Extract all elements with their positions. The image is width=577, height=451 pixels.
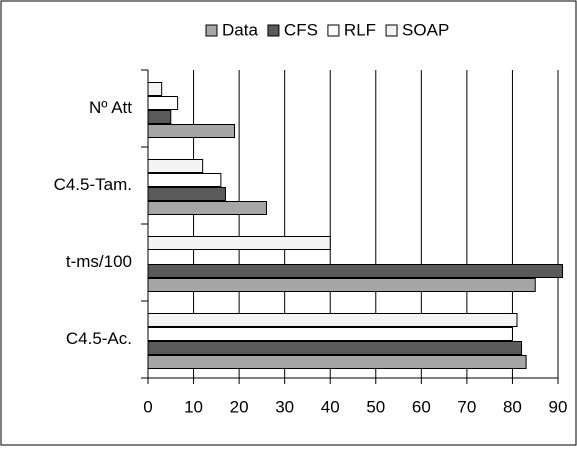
y-tick-label: t-ms/100 — [66, 252, 132, 271]
x-tick-label: 50 — [366, 397, 385, 416]
bar — [147, 187, 226, 201]
x-tick-label: 80 — [503, 397, 522, 416]
bar — [147, 341, 523, 355]
legend-swatch — [385, 24, 398, 37]
bar — [147, 110, 172, 124]
x-tick-label: 40 — [321, 397, 340, 416]
bar — [147, 355, 527, 369]
x-tick-label: 20 — [230, 397, 249, 416]
bar — [147, 236, 331, 250]
x-tick-label: 70 — [457, 397, 476, 416]
x-tick-label: 30 — [275, 397, 294, 416]
y-tick-label: C4.5-Tam. — [54, 175, 132, 194]
bar — [147, 264, 564, 278]
legend-swatch — [267, 24, 280, 37]
x-tick-label: 60 — [412, 397, 431, 416]
bar — [147, 173, 222, 187]
bar — [147, 96, 179, 110]
legend-label: CFS — [284, 20, 318, 39]
y-tick-label: Nº Att — [89, 98, 132, 117]
bar — [147, 124, 236, 138]
bar — [147, 82, 163, 96]
legend-swatch — [205, 24, 218, 37]
legend-label: SOAP — [402, 20, 449, 39]
bar — [147, 278, 536, 292]
x-tick-label: 90 — [549, 397, 568, 416]
legend-label: RLF — [344, 20, 376, 39]
x-tick-label: 0 — [143, 397, 152, 416]
x-tick-label: 10 — [184, 397, 203, 416]
legend-swatch — [327, 24, 340, 37]
bar — [147, 201, 267, 215]
legend-label: Data — [222, 20, 258, 39]
y-tick-label: C4.5-Ac. — [66, 329, 132, 348]
bar — [147, 327, 513, 341]
bar — [147, 159, 204, 173]
bar — [147, 313, 518, 327]
